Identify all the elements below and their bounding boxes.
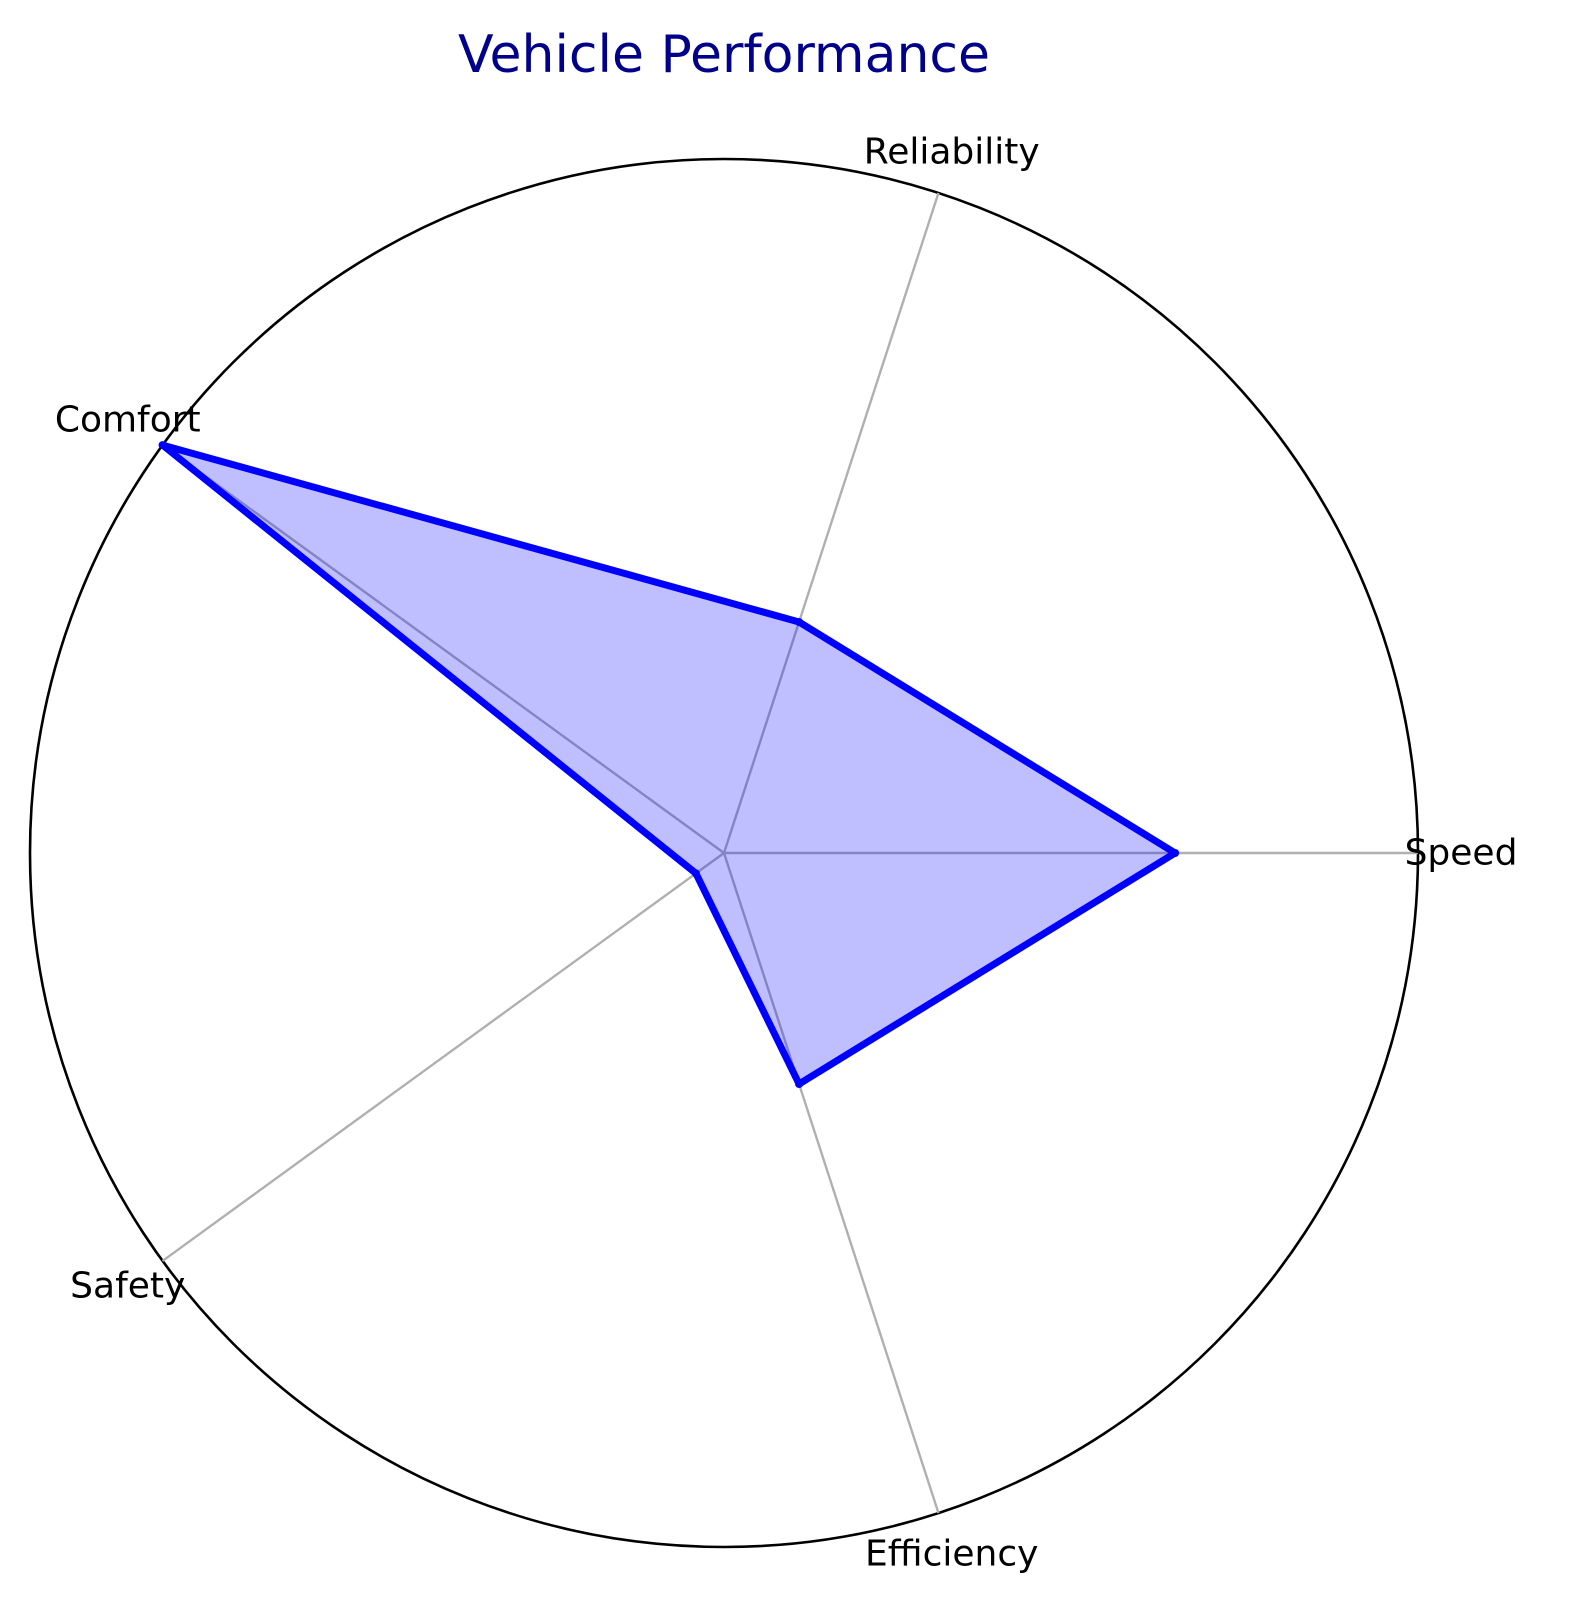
spoke-safety bbox=[161, 852, 725, 1262]
spoke-comfort bbox=[161, 444, 725, 854]
series-points bbox=[158, 441, 1180, 1089]
axis-labels: Speed Reliability Comfort Safety Efficiency bbox=[55, 132, 1518, 1575]
spoke-reliability bbox=[722, 192, 940, 854]
radial-spokes bbox=[161, 192, 1418, 1514]
spoke-efficiency bbox=[722, 852, 940, 1514]
data-point-safety bbox=[691, 869, 700, 878]
axis-label-safety: Safety bbox=[70, 1266, 185, 1307]
axis-label-speed: Speed bbox=[1405, 833, 1518, 874]
axis-label-comfort: Comfort bbox=[55, 399, 201, 440]
data-point-speed bbox=[1171, 849, 1180, 857]
series-area bbox=[159, 441, 1179, 1088]
axis-label-efficiency: Efficiency bbox=[865, 1533, 1038, 1574]
axis-label-reliability: Reliability bbox=[864, 132, 1040, 173]
data-point-reliability bbox=[795, 617, 804, 626]
chart-title: Vehicle Performance bbox=[458, 25, 990, 85]
data-point-efficiency bbox=[795, 1080, 804, 1089]
data-point-comfort bbox=[158, 441, 167, 450]
